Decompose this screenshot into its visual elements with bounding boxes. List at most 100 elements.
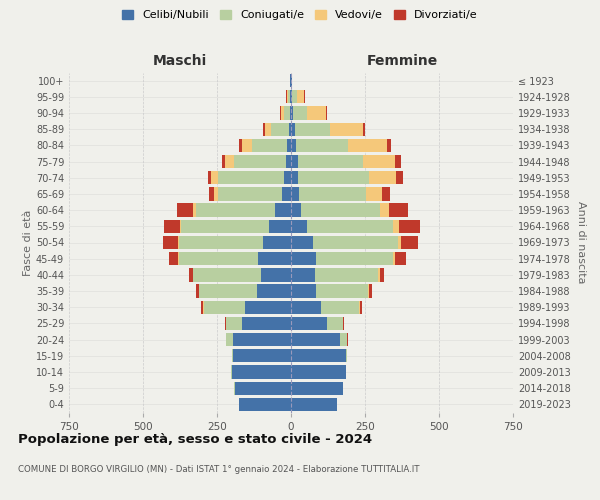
Bar <box>291 268 314 281</box>
Bar <box>269 220 291 233</box>
Bar <box>291 188 299 200</box>
Bar <box>316 252 393 266</box>
Bar <box>393 252 395 266</box>
Bar <box>362 155 395 168</box>
Bar <box>299 188 366 200</box>
Bar <box>290 90 291 104</box>
Bar <box>177 204 193 217</box>
Bar <box>395 155 401 168</box>
Text: Femmine: Femmine <box>367 54 437 68</box>
Bar <box>379 268 380 281</box>
Bar <box>340 333 347 346</box>
Bar <box>326 106 328 120</box>
Bar <box>291 90 292 104</box>
Bar <box>201 300 203 314</box>
Bar <box>320 300 359 314</box>
Bar <box>291 333 340 346</box>
Bar <box>291 382 343 395</box>
Bar <box>291 284 316 298</box>
Bar <box>164 220 180 233</box>
Bar <box>346 349 347 362</box>
Bar <box>298 155 362 168</box>
Bar <box>245 300 291 314</box>
Bar <box>314 268 379 281</box>
Bar <box>291 349 346 362</box>
Bar <box>359 300 362 314</box>
Bar <box>242 317 291 330</box>
Bar <box>225 155 234 168</box>
Bar <box>232 366 291 378</box>
Bar <box>291 171 298 184</box>
Bar <box>209 188 214 200</box>
Bar <box>280 106 281 120</box>
Bar <box>242 138 252 152</box>
Bar <box>284 106 290 120</box>
Bar <box>282 188 291 200</box>
Bar <box>368 284 369 298</box>
Bar <box>214 188 218 200</box>
Bar <box>293 106 307 120</box>
Bar <box>401 236 418 249</box>
Text: Maschi: Maschi <box>153 54 207 68</box>
Bar <box>295 122 330 136</box>
Bar <box>196 284 199 298</box>
Bar <box>291 122 295 136</box>
Bar <box>316 284 368 298</box>
Y-axis label: Anni di nascita: Anni di nascita <box>576 201 586 283</box>
Bar <box>218 188 282 200</box>
Bar <box>296 138 348 152</box>
Bar <box>291 300 320 314</box>
Bar <box>226 317 242 330</box>
Bar <box>193 204 196 217</box>
Bar <box>262 268 291 281</box>
Bar <box>291 366 346 378</box>
Bar <box>232 349 233 362</box>
Bar <box>393 220 399 233</box>
Bar <box>257 284 291 298</box>
Y-axis label: Fasce di età: Fasce di età <box>23 210 33 276</box>
Bar <box>291 155 298 168</box>
Text: Popolazione per età, sesso e stato civile - 2024: Popolazione per età, sesso e stato civil… <box>18 432 372 446</box>
Bar <box>234 155 286 168</box>
Bar <box>292 90 297 104</box>
Bar <box>348 138 386 152</box>
Bar <box>369 284 372 298</box>
Bar <box>287 138 291 152</box>
Bar <box>188 268 193 281</box>
Bar <box>286 155 291 168</box>
Bar <box>222 155 225 168</box>
Bar <box>291 398 337 411</box>
Bar <box>284 171 291 184</box>
Bar <box>290 106 291 120</box>
Bar <box>343 317 344 330</box>
Bar <box>281 106 284 120</box>
Legend: Celibi/Nubili, Coniugati/e, Vedovi/e, Divorziati/e: Celibi/Nubili, Coniugati/e, Vedovi/e, Di… <box>118 6 482 25</box>
Bar <box>307 106 326 120</box>
Bar <box>291 220 307 233</box>
Bar <box>179 236 263 249</box>
Bar <box>298 171 370 184</box>
Bar <box>252 138 287 152</box>
Bar <box>291 317 326 330</box>
Bar <box>233 333 291 346</box>
Bar <box>395 252 406 266</box>
Bar <box>239 398 291 411</box>
Bar <box>265 122 271 136</box>
Bar <box>291 252 316 266</box>
Bar <box>193 268 262 281</box>
Bar <box>396 171 403 184</box>
Bar <box>288 90 290 104</box>
Bar <box>291 204 301 217</box>
Bar <box>366 188 382 200</box>
Bar <box>297 90 304 104</box>
Bar <box>233 349 291 362</box>
Bar <box>211 171 218 184</box>
Bar <box>235 382 291 395</box>
Bar <box>226 333 233 346</box>
Bar <box>263 236 291 249</box>
Bar <box>163 236 178 249</box>
Bar <box>380 268 384 281</box>
Bar <box>389 204 408 217</box>
Bar <box>386 138 391 152</box>
Bar <box>239 138 242 152</box>
